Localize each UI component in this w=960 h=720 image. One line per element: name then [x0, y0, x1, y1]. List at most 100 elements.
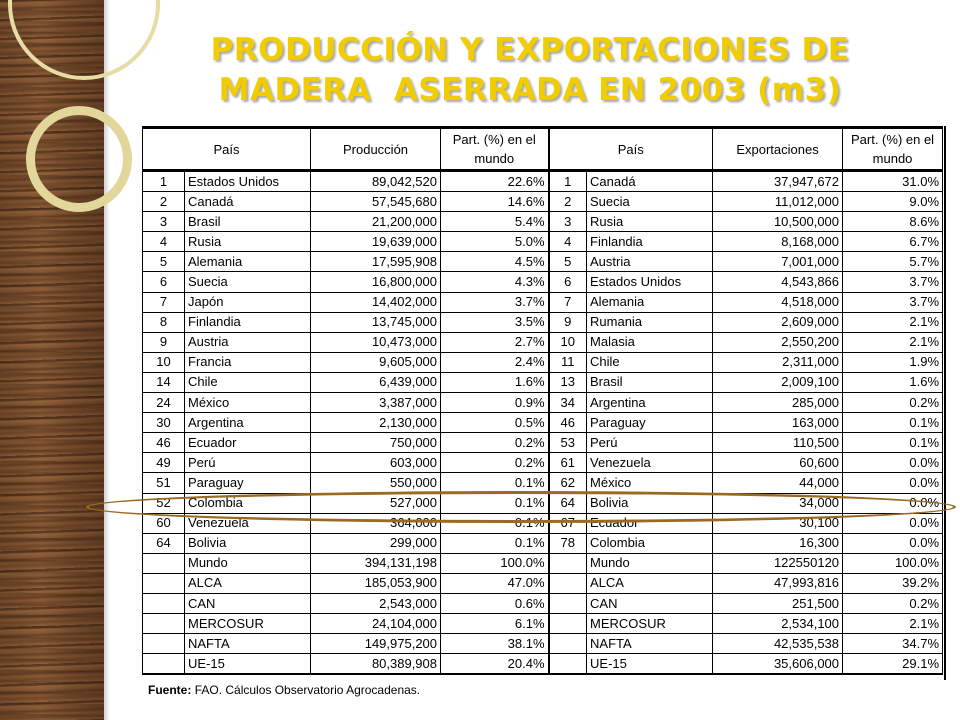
- prod-country-cell: Bolivia: [183, 532, 312, 554]
- exports-cell: 251,500: [712, 592, 844, 615]
- exp-rank-cell: 9: [547, 311, 588, 333]
- exports-cell: 30,100: [712, 512, 844, 534]
- production-cell: 14,402,000: [310, 291, 442, 313]
- exp-country-cell: ALCA: [586, 572, 714, 594]
- exports-cell: 10,500,000: [712, 211, 844, 233]
- exp-share-cell: 0.0%: [842, 512, 944, 534]
- exports-cell: 34,000: [712, 492, 844, 514]
- exp-rank-cell: [547, 633, 588, 655]
- exp-country-cell: Finlandia: [586, 231, 714, 253]
- prod-country-cell: NAFTA: [183, 633, 312, 655]
- table-row: 5 Alemania 17,595,908 4.5% 5 Austria 7,001,000…: [142, 251, 944, 273]
- exp-country-cell: Rumania: [586, 311, 714, 333]
- table-row: UE-15 80,389,908 20.4% UE-15 35,606,000 29.1%: [142, 653, 944, 676]
- table-row: 4 Rusia 19,639,000 5.0% 4 Finlandia 8,168,000 6…: [142, 231, 944, 253]
- prod-country-cell: Japón: [183, 291, 312, 313]
- exp-rank-cell: 6: [547, 271, 588, 293]
- exp-rank-cell: 46: [547, 412, 588, 434]
- prod-country-cell: Mundo: [183, 552, 312, 574]
- exp-rank-cell: [547, 552, 588, 574]
- table-row: 64 Bolivia 299,000 0.1% 78 Colombia 16,300 0.0%: [142, 532, 944, 554]
- prod-share-cell: 6.1%: [440, 613, 550, 635]
- exports-cell: 2,311,000: [712, 351, 844, 373]
- prod-country-cell: Alemania: [183, 251, 312, 273]
- exp-rank-cell: 5: [547, 251, 588, 273]
- exp-share-cell: 1.6%: [842, 371, 944, 394]
- prod-share-cell: 0.1%: [440, 492, 550, 514]
- exp-rank-cell: 67: [547, 512, 588, 534]
- prod-share-cell: 0.6%: [440, 592, 550, 615]
- table-row: 30 Argentina 2,130,000 0.5% 46 Paraguay 163,00…: [142, 412, 944, 434]
- prod-share-cell: 0.5%: [440, 412, 550, 434]
- table-row: 49 Perú 603,000 0.2% 61 Venezuela 60,600 0.0%: [142, 452, 944, 474]
- exp-share-cell: 9.0%: [842, 191, 944, 213]
- prod-share-cell: 0.2%: [440, 452, 550, 474]
- table-row: 9 Austria 10,473,000 2.7% 10 Malasia 2,550,200…: [142, 331, 944, 353]
- prod-rank-cell: 5: [142, 251, 185, 273]
- exp-country-cell: Brasil: [586, 371, 714, 394]
- prod-rank-cell: 4: [142, 231, 185, 253]
- exp-country-cell: Argentina: [586, 392, 714, 414]
- exp-country-cell: MERCOSUR: [586, 613, 714, 635]
- exp-rank-cell: 3: [547, 211, 588, 233]
- prod-country-cell: Argentina: [183, 412, 312, 434]
- exp-rank-cell: 64: [547, 492, 588, 514]
- exp-country-cell: México: [586, 472, 714, 494]
- table-row: 2 Canadá 57,545,680 14.6% 2 Suecia 11,012,000 9…: [142, 191, 944, 213]
- prod-country-cell: Austria: [183, 331, 312, 353]
- prod-share-cell: 0.1%: [440, 472, 550, 494]
- exports-cell: 2,009,100: [712, 371, 844, 394]
- source-text: FAO. Cálculos Observatorio Agrocadenas.: [194, 683, 421, 697]
- exp-country-cell: Venezuela: [586, 452, 714, 474]
- exp-rank-cell: 1: [547, 169, 588, 193]
- exp-country-cell: Rusia: [586, 211, 714, 233]
- prod-share-cell: 4.5%: [440, 251, 550, 273]
- prod-share-cell: 0.9%: [440, 392, 550, 414]
- exports-cell: 4,543,866: [712, 271, 844, 293]
- exp-rank-cell: [547, 613, 588, 635]
- production-cell: 21,200,000: [310, 211, 442, 233]
- exp-share-cell: 0.2%: [842, 392, 944, 414]
- exports-cell: 47,993,816: [712, 572, 844, 594]
- table-row: 60 Venezuela 364,000 0.1% 67 Ecuador 30,100 0.0…: [142, 512, 944, 534]
- exp-share-cell: 6.7%: [842, 231, 944, 253]
- prod-rank-cell: 64: [142, 532, 185, 554]
- prod-rank-cell: 7: [142, 291, 185, 313]
- exp-rank-cell: 4: [547, 231, 588, 253]
- prod-rank-cell: 14: [142, 371, 185, 394]
- table-row: 14 Chile 6,439,000 1.6% 13 Brasil 2,009,100 1.6…: [142, 371, 944, 394]
- production-cell: 750,000: [310, 432, 442, 454]
- prod-country-cell: Canadá: [183, 191, 312, 213]
- prod-rank-cell: [142, 552, 185, 574]
- exp-rank-cell: 78: [547, 532, 588, 554]
- exports-cell: 2,609,000: [712, 311, 844, 333]
- exports-cell: 16,300: [712, 532, 844, 554]
- header-exports: Exportaciones: [712, 126, 844, 172]
- prod-share-cell: 100.0%: [440, 552, 550, 574]
- production-cell: 185,053,900: [310, 572, 442, 594]
- prod-rank-cell: 9: [142, 331, 185, 353]
- exp-country-cell: Alemania: [586, 291, 714, 313]
- prod-rank-cell: 6: [142, 271, 185, 293]
- production-cell: 80,389,908: [310, 653, 442, 676]
- prod-share-cell: 4.3%: [440, 271, 550, 293]
- prod-rank-cell: 1: [142, 169, 185, 193]
- exp-country-cell: CAN: [586, 592, 714, 615]
- production-cell: 24,104,000: [310, 613, 442, 635]
- exp-share-cell: 2.1%: [842, 311, 944, 333]
- table-row: 6 Suecia 16,800,000 4.3% 6 Estados Unidos 4,54…: [142, 271, 944, 293]
- prod-country-cell: Paraguay: [183, 472, 312, 494]
- production-cell: 2,130,000: [310, 412, 442, 434]
- exp-rank-cell: [547, 653, 588, 676]
- prod-country-cell: Finlandia: [183, 311, 312, 333]
- production-cell: 17,595,908: [310, 251, 442, 273]
- prod-share-cell: 3.5%: [440, 311, 550, 333]
- exports-cell: 2,534,100: [712, 613, 844, 635]
- exp-rank-cell: 11: [547, 351, 588, 373]
- prod-rank-cell: 8: [142, 311, 185, 333]
- table-row: ALCA 185,053,900 47.0% ALCA 47,993,816 39.2%: [142, 572, 944, 594]
- production-cell: 13,745,000: [310, 311, 442, 333]
- prod-share-cell: 0.2%: [440, 432, 550, 454]
- prod-rank-cell: 60: [142, 512, 185, 534]
- prod-rank-cell: 2: [142, 191, 185, 213]
